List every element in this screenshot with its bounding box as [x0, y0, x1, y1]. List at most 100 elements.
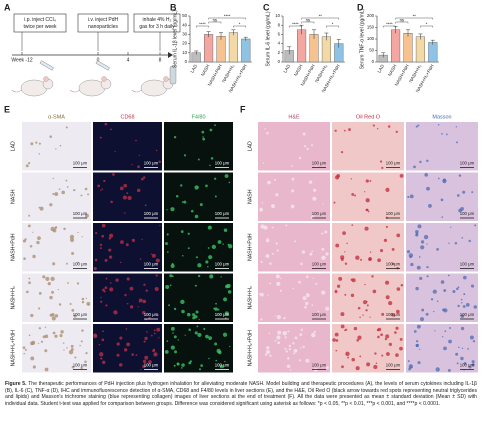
texture: [426, 275, 429, 278]
texture: [209, 274, 214, 279]
texture: [410, 262, 414, 267]
texture: [139, 258, 142, 260]
timeline-label: 4: [127, 57, 130, 63]
texture: [460, 356, 464, 361]
texture: [289, 369, 292, 371]
texture: [458, 346, 460, 349]
texture: [44, 367, 49, 372]
texture: [28, 334, 31, 337]
texture: [369, 251, 372, 253]
texture: [27, 224, 31, 228]
micrograph: [406, 122, 478, 171]
texture: [59, 334, 63, 338]
texture: [197, 263, 202, 268]
texture: [68, 350, 74, 355]
texture: [290, 204, 295, 209]
texture: [23, 352, 25, 355]
texture: [126, 277, 130, 281]
row-label: NASH+PdH: [10, 233, 16, 261]
sig-bracket: [233, 25, 246, 28]
texture: [285, 350, 288, 353]
bar: [241, 38, 251, 63]
texture: [45, 276, 50, 281]
texture: [276, 281, 281, 286]
texture: [350, 293, 355, 298]
texture: [215, 302, 217, 305]
texture: [426, 186, 430, 191]
texture: [437, 177, 440, 180]
texture: [381, 312, 385, 316]
texture: [441, 133, 443, 135]
texture: [101, 234, 105, 238]
texture: [228, 244, 233, 249]
texture: [276, 335, 281, 340]
texture: [313, 368, 318, 372]
texture: [306, 147, 309, 151]
texture: [381, 166, 384, 169]
texture: [277, 341, 281, 345]
micrograph: [22, 273, 91, 322]
texture: [166, 233, 169, 236]
texture: [140, 368, 142, 371]
sig-bracket: [395, 17, 433, 20]
scale-bar-label: 100 μm: [386, 312, 401, 317]
texture: [99, 247, 102, 250]
texture: [205, 184, 208, 188]
texture: [420, 240, 425, 244]
texture: [456, 194, 460, 197]
texture: [190, 209, 194, 213]
texture: [222, 332, 228, 337]
texture: [209, 128, 213, 132]
texture: [275, 193, 279, 197]
texture: [51, 316, 56, 321]
texture: [385, 187, 390, 192]
panel-label: D: [357, 2, 364, 12]
texture: [263, 225, 268, 230]
texture: [313, 188, 317, 192]
texture: [301, 250, 306, 254]
x-tick-label: NASH: [387, 64, 398, 77]
texture: [180, 184, 183, 187]
texture: [197, 158, 200, 161]
texture: [123, 348, 128, 352]
texture: [32, 231, 34, 233]
texture: [347, 356, 349, 359]
texture: [59, 144, 62, 147]
texture: [276, 249, 279, 252]
texture: [407, 195, 410, 199]
texture: [371, 275, 374, 278]
texture: [280, 277, 282, 280]
texture: [159, 224, 161, 227]
texture: [57, 288, 59, 291]
texture: [369, 179, 372, 182]
timeline-label: Week -12: [11, 57, 33, 63]
row-label: NASH: [10, 189, 16, 204]
texture: [290, 165, 293, 168]
texture: [299, 333, 303, 337]
timeline-label: 0: [97, 57, 100, 63]
texture: [351, 357, 355, 362]
texture: [365, 179, 369, 183]
texture: [54, 314, 59, 318]
texture: [380, 333, 383, 337]
texture: [155, 274, 158, 277]
texture: [435, 367, 440, 372]
texture: [38, 142, 41, 145]
error-bar: [418, 33, 423, 40]
scale-bar-label: 100 μm: [144, 363, 159, 368]
texture: [80, 340, 83, 343]
texture: [173, 136, 177, 139]
texture: [199, 203, 203, 207]
texture: [102, 330, 104, 333]
texture: [388, 342, 393, 347]
texture: [87, 193, 90, 196]
texture: [298, 156, 302, 160]
texture: [372, 289, 377, 294]
texture: [49, 313, 53, 317]
texture: [288, 344, 292, 348]
y-tick-label: 2: [278, 50, 281, 55]
texture: [138, 301, 141, 303]
texture: [322, 203, 324, 205]
texture: [415, 125, 418, 128]
texture: [321, 247, 325, 251]
